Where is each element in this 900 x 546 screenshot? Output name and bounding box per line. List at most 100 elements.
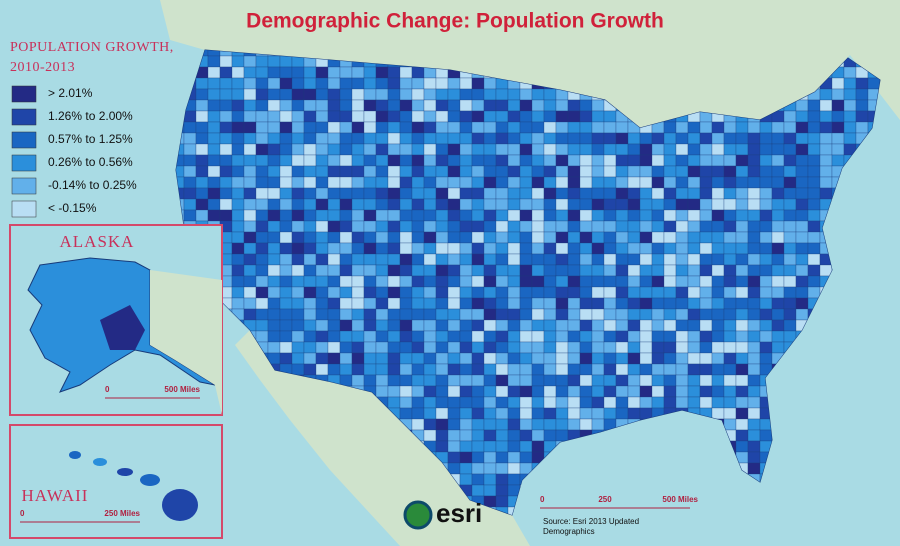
county (459, 341, 473, 354)
county (459, 429, 473, 442)
county (303, 198, 317, 211)
county (771, 308, 785, 321)
county (423, 286, 437, 299)
county (663, 121, 677, 134)
county (303, 143, 317, 156)
county (567, 253, 581, 266)
county (507, 143, 521, 156)
county (699, 253, 713, 266)
county (411, 121, 425, 134)
county (363, 110, 377, 123)
county (771, 187, 785, 200)
county (483, 495, 497, 508)
county (699, 121, 713, 134)
county (687, 286, 701, 299)
county (807, 275, 821, 288)
county (327, 121, 341, 134)
county (435, 341, 449, 354)
county (759, 231, 773, 244)
county (639, 407, 653, 420)
county (375, 264, 389, 277)
county (255, 319, 269, 332)
county (387, 308, 401, 321)
county (387, 374, 401, 387)
county (435, 187, 449, 200)
county (567, 297, 581, 310)
county (327, 253, 341, 266)
county (639, 132, 653, 145)
county (231, 297, 245, 310)
county (339, 242, 353, 255)
county (555, 308, 569, 321)
county (423, 198, 437, 211)
county (531, 308, 545, 321)
county (711, 330, 725, 343)
county (327, 209, 341, 222)
county (219, 209, 233, 222)
county (267, 88, 281, 101)
county (651, 319, 665, 332)
county (447, 154, 461, 167)
county (543, 143, 557, 156)
county (231, 286, 245, 299)
county (303, 176, 317, 189)
county (363, 66, 377, 79)
county (267, 198, 281, 211)
county (411, 374, 425, 387)
county (447, 341, 461, 354)
county (663, 341, 677, 354)
county (315, 308, 329, 321)
county (507, 253, 521, 266)
county (387, 385, 401, 398)
county (663, 374, 677, 387)
legend-swatch (11, 177, 37, 195)
county (507, 121, 521, 134)
county (195, 209, 209, 222)
county (711, 132, 725, 145)
county (243, 209, 257, 222)
county (411, 418, 425, 431)
county (327, 363, 341, 376)
county (591, 132, 605, 145)
county (411, 99, 425, 112)
county (255, 110, 269, 123)
scale-label: 0 (20, 509, 25, 518)
county (471, 275, 485, 288)
county (531, 297, 545, 310)
county (423, 220, 437, 233)
county (603, 165, 617, 178)
county (255, 209, 269, 222)
county (627, 363, 641, 376)
county (555, 396, 569, 409)
county (807, 154, 821, 167)
scale-label: 500 Miles (662, 495, 698, 504)
county (279, 341, 293, 354)
county (483, 319, 497, 332)
county (543, 396, 557, 409)
county (819, 121, 833, 134)
county (363, 176, 377, 189)
county (375, 242, 389, 255)
county (459, 451, 473, 464)
county (699, 308, 713, 321)
county (723, 308, 737, 321)
county (267, 264, 281, 277)
county (315, 242, 329, 255)
county (411, 110, 425, 123)
county (279, 143, 293, 156)
county (327, 77, 341, 90)
county (519, 297, 533, 310)
county (579, 385, 593, 398)
county (495, 209, 509, 222)
county (555, 374, 569, 387)
county (423, 374, 437, 387)
county (531, 253, 545, 266)
county (483, 451, 497, 464)
county (375, 341, 389, 354)
county (471, 363, 485, 376)
county (207, 88, 221, 101)
county (351, 88, 365, 101)
county (675, 319, 689, 332)
county (531, 198, 545, 211)
county (471, 198, 485, 211)
